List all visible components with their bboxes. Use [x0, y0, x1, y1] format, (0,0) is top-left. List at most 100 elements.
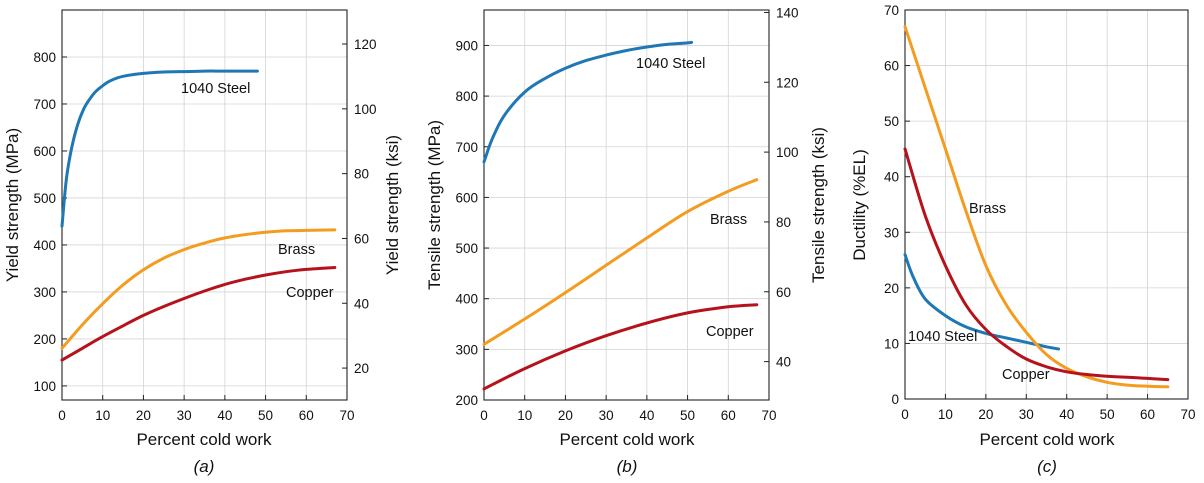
x-axis-label: Percent cold work [136, 430, 272, 449]
y-tick-label: 400 [455, 292, 478, 307]
y-tick-label: 600 [33, 144, 56, 159]
y-axis-label: Ductility (%EL) [850, 149, 869, 260]
x-tick-label: 70 [761, 408, 776, 423]
x-tick-label: 40 [1059, 407, 1074, 422]
y-tick-label: 40 [884, 170, 899, 185]
series-label-1040-steel: 1040 Steel [908, 329, 977, 345]
x-tick-label: 60 [721, 408, 736, 423]
x-tick-label: 0 [58, 408, 66, 423]
y-right-tick-label: 120 [776, 75, 799, 90]
panel-caption: (c) [1037, 457, 1057, 476]
series-line-brass [60, 228, 337, 350]
y-tick-label: 400 [33, 238, 56, 253]
y-tick-label: 200 [455, 393, 478, 408]
x-axis-label: Percent cold work [559, 430, 695, 449]
series-label-copper: Copper [286, 285, 334, 301]
series-lines [482, 40, 759, 391]
x-tick-label: 10 [517, 408, 532, 423]
x-tick-label: 50 [1100, 407, 1115, 422]
series-label-1040-steel: 1040 Steel [636, 56, 705, 72]
y-right-tick-label: 20 [354, 361, 369, 376]
x-tick-label: 30 [599, 408, 614, 423]
ductility-panel: 0 10 20 30 40 50 60 70 0 10 20 30 40 50 60 70 1040 Stee… [850, 3, 1196, 476]
series-line-copper [903, 147, 1170, 382]
axis-ticks: 0 10 20 30 40 50 60 70 100 200 300 400 500 600 700 800 2… [33, 37, 376, 423]
y-right-tick-label: 140 [776, 5, 799, 20]
x-tick-label: 20 [978, 407, 993, 422]
y-axis-label-right: Tensile strength (ksi) [809, 127, 828, 283]
tensile-strength-panel: 0 10 20 30 40 50 60 70 200 300 400 500 600 700 800 900 4… [425, 5, 828, 476]
y-axis-label-right: Yield strength (ksi) [383, 135, 402, 275]
series-line-brass [482, 178, 759, 346]
x-tick-label: 70 [339, 408, 354, 423]
x-tick-label: 40 [639, 408, 654, 423]
y-tick-label: 20 [884, 281, 899, 296]
y-tick-label: 800 [33, 50, 56, 65]
series-label-brass: Brass [710, 212, 747, 228]
gridlines [484, 10, 769, 400]
y-tick-label: 700 [33, 97, 56, 112]
x-tick-label: 30 [1019, 407, 1034, 422]
y-right-tick-label: 80 [776, 215, 791, 230]
y-tick-label: 600 [455, 190, 478, 205]
y-right-tick-label: 60 [776, 285, 791, 300]
x-tick-label: 20 [136, 408, 151, 423]
y-tick-label: 0 [891, 392, 899, 407]
y-right-tick-label: 120 [354, 37, 377, 52]
yield-strength-panel: 0 10 20 30 40 50 60 70 100 200 300 400 500 600 700 800 2… [3, 9, 402, 476]
series-label-1040-steel: 1040 Steel [181, 81, 250, 97]
plot-frame [904, 9, 1189, 400]
series-label-brass: Brass [278, 242, 315, 258]
series-line-copper [482, 303, 759, 391]
y-tick-label: 200 [33, 332, 56, 347]
y-tick-label: 300 [33, 285, 56, 300]
x-tick-label: 10 [938, 407, 953, 422]
axis-ticks: 0 10 20 30 40 50 60 70 200 300 400 500 600 700 800 900 4… [455, 5, 798, 423]
plot-frame [483, 9, 770, 401]
x-tick-label: 50 [258, 408, 273, 423]
y-right-tick-label: 80 [354, 167, 369, 182]
panel-caption: (b) [617, 457, 638, 476]
series-label-copper: Copper [706, 324, 754, 340]
series-line-1040-steel [60, 69, 259, 228]
series-line-copper [60, 266, 337, 362]
y-axis-label: Tensile strength (MPa) [425, 120, 444, 290]
y-axis-label: Yield strength (MPa) [3, 128, 22, 282]
y-right-tick-label: 40 [776, 355, 791, 370]
series-lines [60, 69, 337, 362]
x-axis-label: Percent cold work [979, 430, 1115, 449]
y-tick-label: 60 [884, 59, 899, 74]
x-tick-label: 10 [95, 408, 110, 423]
series-label-brass: Brass [969, 201, 1006, 217]
x-tick-label: 0 [901, 407, 909, 422]
y-right-tick-label: 40 [354, 296, 369, 311]
series-label-copper: Copper [1002, 367, 1050, 383]
series-line-brass [903, 25, 1170, 389]
y-tick-label: 300 [455, 342, 478, 357]
y-tick-label: 800 [455, 89, 478, 104]
x-tick-label: 60 [1140, 407, 1155, 422]
y-right-tick-label: 100 [354, 102, 377, 117]
axis-ticks: 0 10 20 30 40 50 60 70 0 10 20 30 40 50 60 70 [884, 3, 1196, 422]
panel-caption: (a) [194, 457, 215, 476]
x-tick-label: 60 [299, 408, 314, 423]
plot-frame [61, 9, 348, 401]
y-tick-label: 100 [33, 379, 56, 394]
y-right-tick-label: 100 [776, 145, 799, 160]
x-tick-label: 30 [177, 408, 192, 423]
x-tick-label: 40 [217, 408, 232, 423]
y-tick-label: 50 [884, 114, 899, 129]
x-tick-label: 0 [480, 408, 488, 423]
x-tick-label: 20 [558, 408, 573, 423]
y-tick-label: 500 [33, 191, 56, 206]
y-tick-label: 500 [455, 241, 478, 256]
series-lines [903, 25, 1170, 389]
y-right-tick-label: 60 [354, 231, 369, 246]
x-tick-label: 70 [1180, 407, 1195, 422]
x-tick-label: 50 [680, 408, 695, 423]
y-tick-label: 30 [884, 225, 899, 240]
gridlines [62, 10, 347, 400]
y-tick-label: 700 [455, 140, 478, 155]
y-tick-label: 70 [884, 3, 899, 18]
